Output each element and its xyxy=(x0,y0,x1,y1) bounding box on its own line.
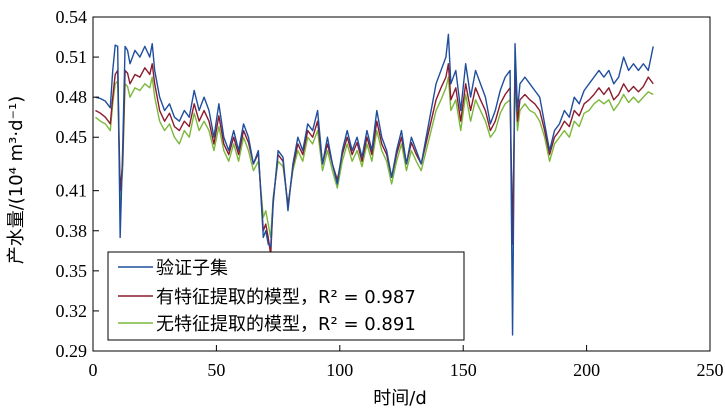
y-tick-label: 0.45 xyxy=(56,127,88,147)
legend: 验证子集 有特征提取的模型，R² = 0.987 无特征提取的模型，R² = 0… xyxy=(107,251,465,341)
y-tick-label: 0.54 xyxy=(56,7,88,27)
series-line-with-feature-model xyxy=(95,63,654,256)
legend-box xyxy=(107,251,465,341)
x-tick-label: 200 xyxy=(573,360,600,380)
y-tick-label: 0.29 xyxy=(56,341,88,361)
x-tick-label: 150 xyxy=(450,360,477,380)
series-lines xyxy=(95,33,654,336)
y-tick-label: 0.38 xyxy=(56,221,88,241)
y-tick-label: 0.41 xyxy=(56,181,88,201)
x-axis-label: 时间/d xyxy=(373,388,427,409)
y-tick-label: 0.32 xyxy=(56,301,88,321)
axis-ticks: 0 50 100 150 200 250 0.29 0.32 0.35 0.38 0.41 0.45 0… xyxy=(56,7,724,380)
legend-label-validation-subset: 验证子集 xyxy=(156,258,228,279)
y-tick-label: 0.48 xyxy=(56,87,88,107)
x-tick-label: 250 xyxy=(697,360,724,380)
series-line-without-feature-model xyxy=(95,76,654,245)
y-axis-label: 产水量/(10⁴ m³·d⁻¹) xyxy=(6,96,27,265)
x-tick-label: 50 xyxy=(207,360,225,380)
y-tick-label: 0.35 xyxy=(56,261,88,281)
legend-label-with-feature-model: 有特征提取的模型，R² = 0.987 xyxy=(156,287,416,308)
legend-label-without-feature-model: 无特征提取的模型，R² = 0.891 xyxy=(156,314,416,335)
x-tick-label: 0 xyxy=(89,360,98,380)
y-tick-label: 0.51 xyxy=(56,47,88,67)
x-tick-label: 100 xyxy=(326,360,353,380)
series-line-validation-subset xyxy=(95,33,654,336)
